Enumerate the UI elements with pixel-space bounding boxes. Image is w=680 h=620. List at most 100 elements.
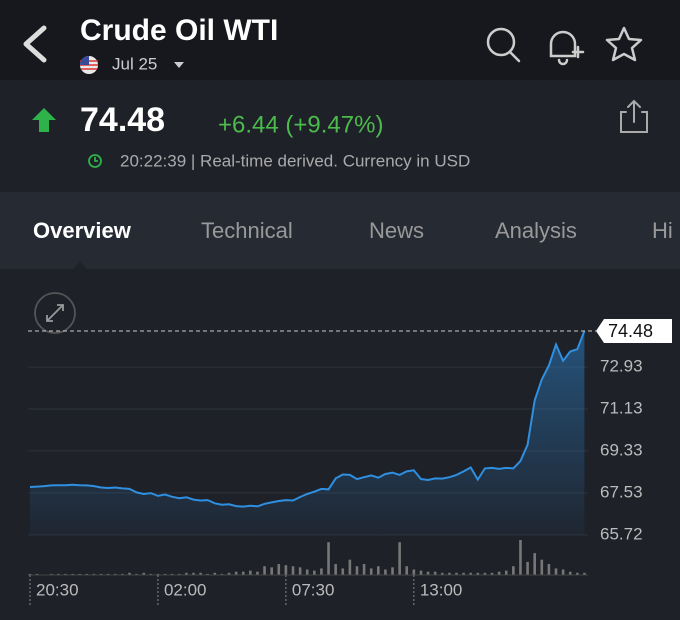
volume-bar <box>526 561 529 575</box>
last-price-label: 74.48 <box>608 321 653 341</box>
tab[interactable]: News <box>369 218 424 243</box>
date[interactable]: Jul 25 <box>112 54 157 73</box>
volume-bar <box>554 568 558 575</box>
volume-bar <box>398 542 401 575</box>
volume-bar <box>348 559 352 575</box>
flag <box>80 56 98 74</box>
price: 74.48 <box>80 101 165 139</box>
y-tick-label: 69.33 <box>600 440 643 459</box>
title: Crude Oil WTI <box>80 14 278 47</box>
volume-bar <box>504 570 508 575</box>
volume-bar <box>249 570 252 575</box>
volume-bar <box>426 571 430 575</box>
volume-bar <box>35 573 39 575</box>
x-tick-label: 02:00 <box>164 580 207 599</box>
volume-bar <box>227 572 231 575</box>
top-bar <box>0 0 680 80</box>
volume-bar <box>483 572 487 575</box>
volume-bar <box>497 571 501 575</box>
x-tick-label: 13:00 <box>420 580 463 599</box>
back-button[interactable] <box>23 25 47 63</box>
search-icon[interactable] <box>486 27 521 63</box>
volume-bar <box>362 564 366 575</box>
area-fill <box>30 331 585 535</box>
volume-bar <box>263 566 266 575</box>
volume-bar <box>320 568 323 575</box>
tab-indicator <box>73 262 87 269</box>
volume-bar <box>78 573 82 575</box>
tab[interactable]: Hi <box>652 218 673 243</box>
volume-bar <box>433 571 437 575</box>
volume-bar <box>476 572 480 575</box>
volume-bar <box>391 567 394 575</box>
volume-bar <box>519 540 522 575</box>
quote-time: 20:22:39 | Real-time derived. Currency i… <box>120 151 470 170</box>
volume-bar <box>213 572 217 575</box>
volume-bar <box>355 566 359 575</box>
volume-bar <box>448 572 451 575</box>
alert-icon[interactable] <box>549 30 585 66</box>
volume-bar <box>377 566 380 575</box>
x-tick-label: 20:30 <box>36 580 79 599</box>
volume-bar <box>369 568 373 575</box>
share-icon[interactable] <box>620 99 648 133</box>
volume-bar <box>241 571 245 575</box>
volume-bar <box>71 573 74 575</box>
volume-bar <box>583 572 586 575</box>
dropdown-caret[interactable] <box>174 62 184 68</box>
volume-bar <box>234 571 238 575</box>
expand-icon[interactable] <box>34 292 76 334</box>
volume-bar <box>57 573 60 575</box>
volume-bar <box>561 569 565 575</box>
volume-bar <box>313 570 316 575</box>
volume-bar <box>192 572 195 575</box>
volume-bar <box>113 573 117 575</box>
tab[interactable]: Technical <box>201 218 293 243</box>
volume-bar <box>99 573 103 575</box>
volume-bar <box>512 566 515 575</box>
volume-bar <box>547 564 551 575</box>
volume-bar <box>341 568 345 575</box>
y-tick-label: 67.53 <box>600 482 643 501</box>
volume-bar <box>277 564 281 575</box>
change: +6.44 (+9.47%) <box>218 111 383 138</box>
volume-bar <box>50 573 53 575</box>
volume-bar <box>206 573 210 575</box>
y-tick-label: 71.13 <box>600 398 643 417</box>
volume-bar <box>185 572 188 575</box>
volume-bar <box>334 564 337 575</box>
tab[interactable]: Overview <box>33 218 132 243</box>
y-tick-label: 72.93 <box>600 357 643 376</box>
volume-bar <box>28 573 32 575</box>
volume-bar <box>156 573 160 575</box>
tab-bar <box>0 192 680 269</box>
volume-bar <box>177 573 181 575</box>
volume-bar <box>305 569 309 575</box>
volume-bar <box>576 572 579 575</box>
volume-bar <box>405 566 409 575</box>
volume-bar <box>469 572 473 575</box>
quote-panel <box>0 81 680 191</box>
volume-bar <box>284 565 288 575</box>
tab[interactable]: Analysis <box>495 218 577 243</box>
volume-bar <box>412 569 416 575</box>
price-line <box>29 330 586 508</box>
volume-bar <box>298 567 302 575</box>
volume-bar <box>533 553 536 575</box>
clock-icon <box>88 154 102 168</box>
y-tick-label: 65.72 <box>600 524 643 543</box>
volume-bar <box>135 573 138 575</box>
volume-bar <box>220 573 224 575</box>
volume-bar <box>149 573 153 575</box>
volume-bar <box>199 572 202 575</box>
volume-bar <box>128 572 131 575</box>
volume-bar <box>64 573 67 575</box>
volume-bar <box>419 570 423 575</box>
volume-bar <box>106 573 110 575</box>
volume-bar <box>256 571 259 575</box>
volume-bar <box>92 573 96 575</box>
favorite-icon[interactable] <box>605 26 643 62</box>
volume-bar <box>170 573 174 575</box>
last-price-box <box>596 319 672 343</box>
